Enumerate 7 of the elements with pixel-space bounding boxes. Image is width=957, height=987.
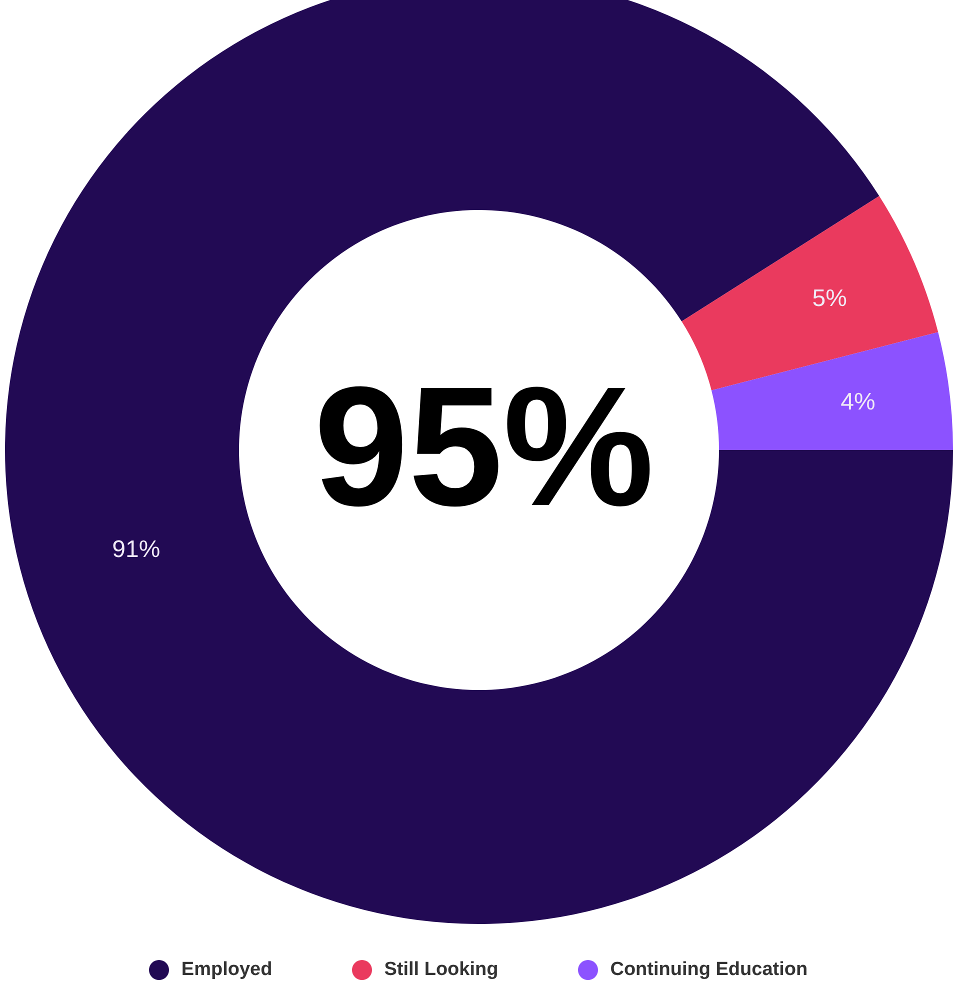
legend-label: Employed [181, 959, 272, 981]
data-label: 5% [812, 284, 847, 312]
data-label: 4% [840, 388, 876, 416]
legend-label: Continuing Education [610, 959, 808, 981]
text: 95% [314, 352, 654, 542]
legend-label: Still Looking [384, 959, 498, 981]
data-label: 91% [112, 536, 160, 564]
